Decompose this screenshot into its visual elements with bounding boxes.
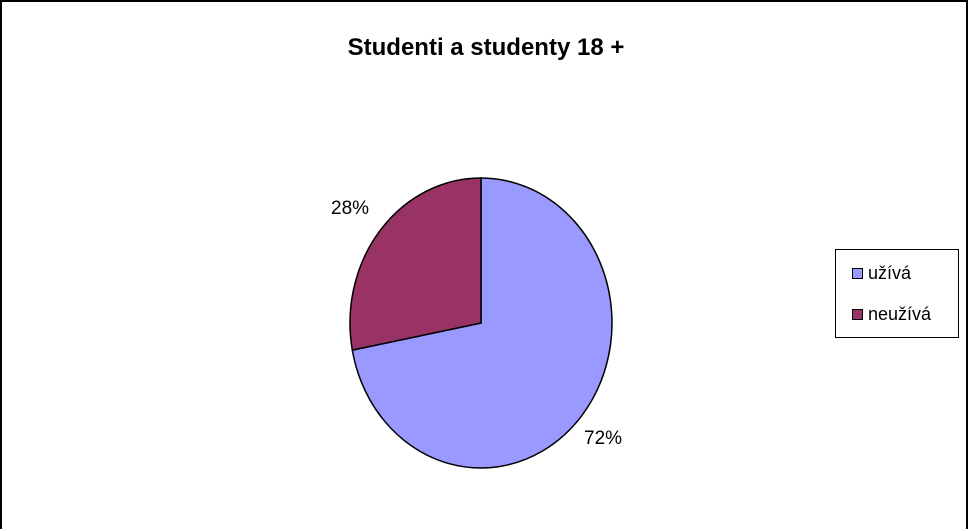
- pie-slice-neuziva: [349, 177, 482, 352]
- legend: užívá neužívá: [835, 249, 959, 338]
- data-label-neuziva: 28%: [331, 198, 370, 219]
- legend-item-uziva: užívá: [852, 262, 911, 284]
- legend-swatch-neuziva: [852, 308, 863, 320]
- legend-item-neuziva: neužívá: [852, 303, 931, 325]
- pie-slice-uziva: [351, 177, 613, 469]
- legend-label-uziva: užívá: [868, 262, 912, 283]
- legend-label-neuziva: neužívá: [868, 303, 932, 324]
- data-label-uziva: 72%: [584, 428, 623, 449]
- chart-title: Studenti a studenty 18 +: [347, 34, 625, 61]
- legend-swatch-uziva: [852, 267, 863, 279]
